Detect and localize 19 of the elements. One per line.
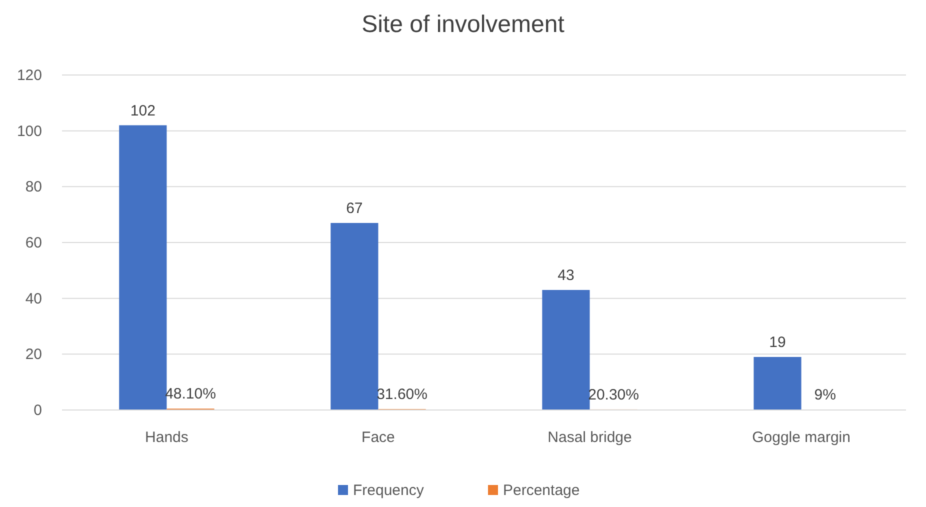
y-tick-label: 120 — [16, 67, 42, 84]
data-label: 9% — [814, 386, 836, 404]
x-tick-label: Face — [362, 429, 395, 446]
chart-title: Site of involvement — [362, 11, 565, 38]
y-tick-label: 0 — [34, 402, 42, 419]
data-label: 43 — [558, 266, 574, 284]
y-tick-label: 60 — [25, 234, 42, 252]
x-tick-label: Hands — [145, 429, 188, 446]
legend-label: Frequency — [353, 482, 424, 499]
data-label: 102 — [130, 102, 156, 120]
y-tick-label: 100 — [16, 122, 42, 140]
data-label: 67 — [346, 200, 363, 217]
y-tick-label: 20 — [25, 346, 42, 364]
y-tick-label: 80 — [25, 178, 42, 196]
legend-label: Percentage — [503, 482, 580, 499]
x-tick-label: Nasal bridge — [548, 429, 632, 446]
x-tick-label: Goggle margin — [752, 429, 850, 446]
data-label: 19 — [769, 334, 786, 351]
y-tick-label: 40 — [25, 290, 42, 308]
